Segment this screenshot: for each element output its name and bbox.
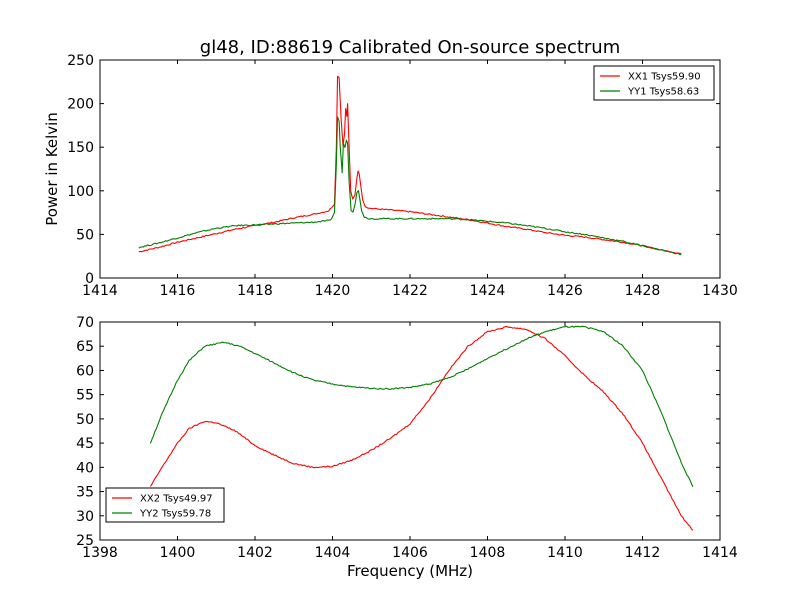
top-legend-box [593,65,715,101]
bottom-xtick-label: 1410 [547,545,583,561]
top-xtick-label: 1428 [625,283,661,299]
bottom-xtick-label: 1412 [625,545,661,561]
top-xtick-label: 1414 [82,283,118,299]
top-series-line-2 [138,116,682,256]
bottom-ytick-label: 40 [76,460,94,476]
top-ytick-label: 150 [67,140,94,156]
top-ytick-label: 100 [67,184,94,200]
bottom-series-line-2 [149,325,694,487]
top-xtick-label: 1420 [315,283,351,299]
top-xtick-label: 1424 [470,283,506,299]
top-panel: Power in Kelvin 1414 1416 1418 1420 1422 1424… [43,53,738,299]
bottom-xtick-label: 1414 [702,545,738,561]
top-xtick-label: 1422 [392,283,428,299]
bottom-ytick-label: 45 [76,436,94,452]
top-ytick-label: 0 [85,271,94,287]
bottom-legend-box [105,487,225,523]
top-ytick-label: 50 [76,227,94,243]
bottom-xtick-label: 1408 [470,545,506,561]
figure-title: gl48, ID:88619 Calibrated On-source spec… [200,37,620,58]
bottom-ytick-label: 65 [76,339,94,355]
bottom-ytick-label: 70 [76,315,94,331]
top-xtick-label: 1418 [237,283,273,299]
bottom-ytick-label: 25 [76,533,94,549]
top-legend-label-2: YY1 Tsys58.63 [627,87,699,98]
top-ytick-label: 250 [67,53,94,69]
bottom-xlabel: Frequency (MHz) [347,562,473,580]
bottom-series-line-1 [149,325,694,531]
bottom-legend-label-1: XX2 Tsys49.97 [140,494,213,505]
bottom-xtick-label: 1400 [160,545,196,561]
top-ylabel: Power in Kelvin [43,112,61,226]
top-xtick-label: 1416 [160,283,196,299]
bottom-xtick-label: 1406 [392,545,428,561]
bottom-xtick-label: 1398 [82,545,118,561]
top-xtick-label: 1426 [547,283,583,299]
bottom-xtick-label: 1404 [315,545,351,561]
bottom-ytick-label: 50 [76,412,94,428]
top-xtick-label: 1430 [702,283,738,299]
bottom-ytick-label: 35 [76,485,94,501]
bottom-legend-label-2: YY2 Tsys59.78 [139,509,211,520]
bottom-xtick-label: 1402 [237,545,273,561]
bottom-ytick-label: 30 [76,509,94,525]
top-series-line-1 [138,75,682,255]
bottom-ytick-label: 55 [76,388,94,404]
bottom-panel: Frequency (MHz) 1398 1400 1402 1404 1406 1408… [76,315,738,580]
top-legend: XX1 Tsys59.90 YY1 Tsys58.63 [593,65,715,101]
top-ytick-label: 200 [67,97,94,113]
bottom-legend: XX2 Tsys49.97 YY2 Tsys59.78 [105,487,225,523]
bottom-ytick-label: 60 [76,363,94,379]
top-legend-label-1: XX1 Tsys59.90 [628,72,701,83]
